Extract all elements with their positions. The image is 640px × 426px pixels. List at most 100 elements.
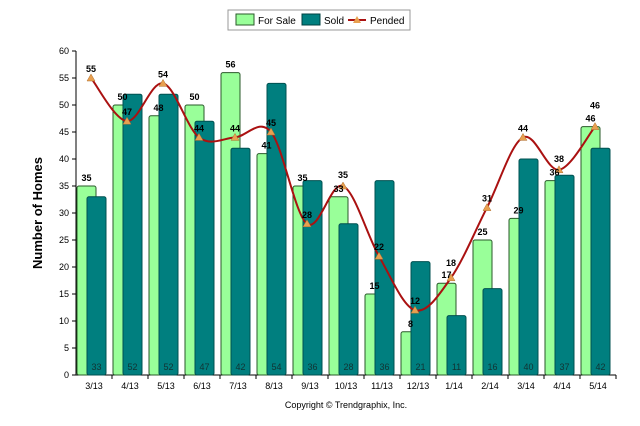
marker-pended [230,132,240,141]
data-label-pended: 54 [158,69,168,79]
marker-pended [482,203,492,211]
x-tick-label: 4/13 [121,381,139,391]
marker-pended [86,73,96,82]
marker-pended [446,273,456,282]
data-label-pended: 12 [410,296,420,306]
data-label-sold: 28 [343,362,353,372]
marker-pended [122,116,132,125]
data-label-for-sale: 35 [297,173,307,183]
marker-pended [518,132,528,141]
marker-pended [302,219,312,228]
copyright: Copyright © Trendgraphix, Inc. [285,400,407,410]
bar-sold [302,180,323,376]
marker-pended [194,132,204,141]
data-label-sold: 21 [415,362,425,372]
x-tick-label: 8/13 [265,381,283,391]
data-label-for-sale: 50 [189,92,199,102]
y-tick-label: 35 [59,181,69,191]
bar-sold [410,261,431,376]
y-tick-label: 20 [59,262,69,272]
y-tick-label: 15 [59,289,69,299]
x-tick-label: 11/13 [371,381,393,391]
bar-sold [374,180,395,376]
x-tick-label: 7/13 [229,381,247,391]
data-label-for-sale: 56 [225,60,235,70]
x-tick-label: 2/14 [481,381,499,391]
data-label-for-sale: 48 [153,103,163,113]
marker-pended [374,251,384,260]
y-tick-label: 40 [59,154,69,164]
data-label-pended: 18 [446,258,456,268]
data-label-for-sale: 15 [369,281,379,291]
legend-label-for-sale: For Sale [258,16,296,27]
bar-sold [554,174,575,376]
data-label-for-sale: 41 [261,141,271,151]
data-label-pended: 44 [518,123,528,133]
data-label-sold: 33 [91,362,101,372]
data-label-for-sale: 25 [477,227,487,237]
data-label-sold: 36 [307,362,317,372]
y-tick-label: 25 [59,235,69,245]
data-label-for-sale: 46 [585,114,595,124]
data-label-sold: 54 [271,362,281,372]
data-label-sold: 47 [199,362,209,372]
legend-swatch-sold [301,13,321,26]
bar-sold [86,196,107,376]
y-tick-label: 50 [59,100,69,110]
x-tick-label: 6/13 [193,381,211,391]
data-label-for-sale: 35 [81,173,91,183]
data-label-sold: 40 [523,362,533,372]
x-tick-label: 9/13 [301,381,319,391]
data-label-pended: 44 [230,123,240,133]
y-axis-label: Number of Homes [30,157,45,269]
data-label-pended: 35 [338,170,348,180]
y-tick-label: 0 [64,370,69,380]
data-label-pended: 44 [194,123,204,133]
bar-sold [158,93,179,376]
y-tick-label: 60 [59,46,69,56]
x-tick-label: 5/13 [157,381,175,391]
data-label-pended: 38 [554,154,564,164]
marker-pended [590,122,600,130]
y-tick-label: 45 [59,127,69,137]
x-tick-label: 3/14 [517,381,535,391]
data-label-sold: 52 [163,362,173,372]
bar-sold [482,288,503,376]
marker-pended [338,181,348,190]
data-label-for-sale: 17 [441,270,451,280]
bar-sold [590,147,611,376]
bar-sold [338,223,359,376]
data-label-sold: 16 [487,362,497,372]
x-tick-label: 3/13 [85,381,103,391]
y-tick-label: 5 [64,343,69,353]
bar-sold [518,158,539,376]
y-tick-label: 30 [59,208,69,218]
data-label-pended: 22 [374,242,384,252]
bar-sold [194,120,215,376]
data-label-pended: 55 [86,64,96,74]
bar-sold [122,93,143,376]
data-label-pended: 31 [482,194,492,204]
data-label-sold: 11 [452,362,461,372]
x-tick-label: 10/13 [335,381,358,391]
legend: For Sale Sold Pended [227,9,411,31]
x-tick-label: 1/14 [445,381,463,391]
legend-label-pended: Pended [370,16,404,27]
data-label-sold: 42 [595,362,605,372]
data-label-sold: 42 [235,362,245,372]
marker-pended [158,78,168,87]
data-label-for-sale: 29 [513,205,523,215]
y-tick-label: 55 [59,73,69,83]
data-label-for-sale: 33 [333,184,343,194]
marker-pended [266,127,276,136]
legend-marker-pended [353,16,361,23]
data-label-for-sale: 36 [549,168,559,178]
data-label-sold: 37 [559,362,569,372]
data-label-for-sale: 50 [117,92,127,102]
bar-sold [446,315,467,376]
marker-pended [554,165,564,174]
legend-swatch-for-sale [235,13,255,26]
data-label-pended: 46 [590,101,600,111]
marker-pended [410,305,420,314]
